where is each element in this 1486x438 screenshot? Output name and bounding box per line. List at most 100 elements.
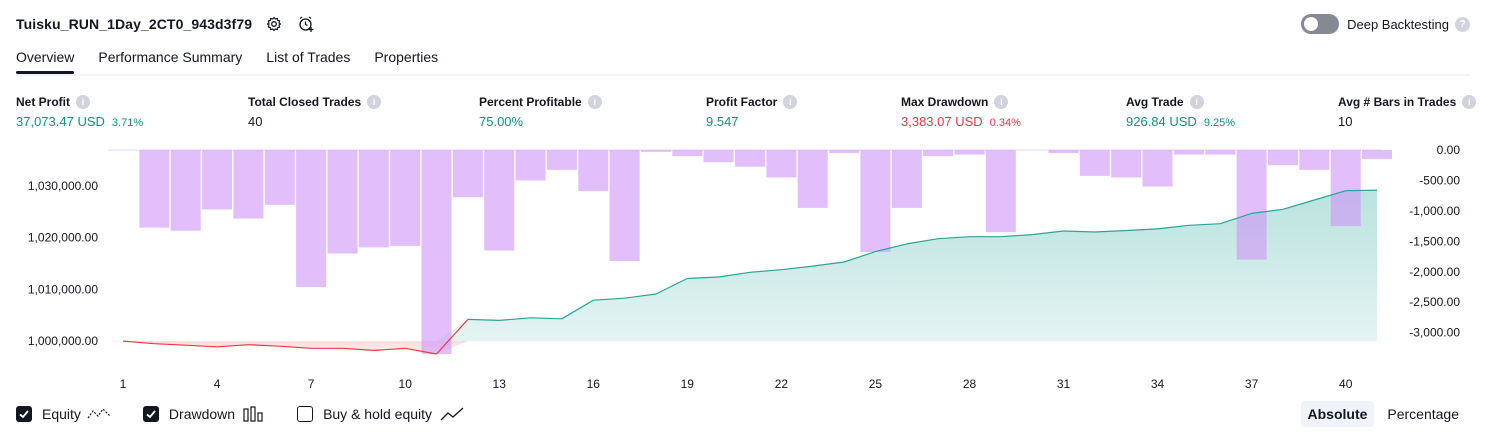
metric-value: 10 (1338, 114, 1353, 129)
equity-area-loss (123, 341, 1377, 354)
equity-line-segment (593, 297, 625, 301)
drawdown-bar (703, 150, 734, 163)
equity-line-segment (938, 236, 970, 240)
info-icon[interactable]: i (783, 95, 798, 109)
drawdown-bar (1362, 150, 1392, 160)
equity-line-segment (875, 243, 907, 253)
info-icon[interactable]: i (367, 95, 382, 109)
absolute-button[interactable]: Absolute (1300, 401, 1375, 427)
y-right-tick-label: -1,500.00 (1409, 234, 1460, 248)
equity-line-segment (373, 347, 406, 351)
equity-line-segment (1032, 230, 1064, 236)
y-right-tick-label: -1,000.00 (1409, 204, 1460, 218)
x-tick-label: 37 (1245, 377, 1259, 391)
drawdown-bar (829, 150, 860, 153)
strategy-title: Tuisku_RUN_1Day_2CT0_943d3f79 (16, 16, 253, 32)
settings-gear-icon[interactable] (264, 14, 284, 34)
drawdown-bar (860, 150, 891, 252)
drawdown-bar (1173, 150, 1204, 155)
x-tick-label: 34 (1151, 377, 1165, 391)
drawdown-bar (264, 150, 295, 205)
info-icon[interactable]: i (994, 95, 1009, 109)
equity-line-segment (906, 238, 939, 245)
equity-drawdown-chart[interactable]: 1,030,000.00 1,020,000.00 1,010,000.00 1,00… (0, 140, 1486, 400)
equity-line-segment (467, 318, 500, 321)
equity-line-segment (687, 276, 719, 280)
alarm-add-icon[interactable] (296, 14, 316, 34)
equity-line-segment (217, 344, 249, 348)
y-right-tick-label: -3,000.00 (1409, 326, 1460, 340)
metric-percent-profitable: Percent Profitable i 75.00% (479, 94, 602, 130)
metric-label: Net Profit (16, 95, 70, 109)
trend-line-icon (440, 407, 464, 421)
checkbox-unchecked[interactable] (297, 406, 314, 422)
info-icon[interactable]: i (1189, 95, 1204, 109)
x-tick-label: 4 (214, 377, 221, 391)
drawdown-bar (1048, 150, 1079, 153)
drawdown-bar (1236, 150, 1267, 260)
equity-line-segment (1157, 224, 1189, 230)
equity-line-segment (530, 317, 562, 320)
info-icon[interactable]: i (76, 95, 90, 109)
drawdown-checkbox-label: Drawdown (168, 406, 236, 422)
x-tick-label: 16 (587, 377, 601, 391)
drawdown-bar (233, 150, 264, 219)
tab-list-of-trades[interactable]: List of Trades (266, 49, 351, 65)
metric-avg-bars-in-trades: Avg # Bars in Trades i 10 (1338, 94, 1477, 130)
toggle-knob (1304, 17, 1319, 31)
y-right-tick-label: 0.00 (1437, 143, 1461, 157)
deep-backtesting-toggle[interactable] (1301, 14, 1340, 34)
tab-properties[interactable]: Properties (374, 49, 439, 65)
x-tick-label: 31 (1057, 377, 1071, 391)
metric-profit-factor: Profit Factor i 9.547 (706, 94, 798, 130)
bar-chart-icon (243, 406, 263, 422)
x-tick-label: 10 (399, 377, 413, 391)
drawdown-bar (296, 150, 327, 287)
drawdown-bar (766, 150, 797, 178)
equity-checkbox-label: Equity (42, 406, 81, 422)
drawdown-bar (735, 150, 765, 167)
drawdown-bar (202, 150, 233, 210)
metric-value: 3,383.07 USD (901, 114, 983, 129)
equity-line-segment (812, 261, 845, 267)
drawdown-bar (515, 150, 546, 181)
tab-overview[interactable]: Overview (16, 44, 75, 74)
chart-legend-controls: Equity Drawdown Buy & hold equity (16, 402, 496, 426)
drawdown-bar (358, 150, 389, 248)
drawdown-bar (609, 150, 640, 262)
metric-value: 37,073.47 USD (16, 114, 105, 129)
drawdown-bar (484, 150, 515, 251)
drawdown-bar (1330, 150, 1361, 227)
y-right-tick-label: -2,000.00 (1409, 265, 1460, 279)
help-icon[interactable]: ? (1455, 16, 1470, 32)
buy-hold-equity-checkbox[interactable]: Buy & hold equity (297, 406, 464, 422)
checkbox-checked[interactable] (142, 406, 159, 422)
checkbox-checked[interactable] (16, 406, 32, 422)
equity-checkbox[interactable]: Equity (16, 406, 111, 422)
equity-line-segment (248, 344, 280, 347)
drawdown-checkbox[interactable]: Drawdown (142, 406, 265, 422)
equity-line-segment (1094, 229, 1127, 233)
equity-line-segment (499, 317, 531, 321)
x-tick-label: 13 (493, 377, 507, 391)
equity-line-segment (1126, 228, 1158, 232)
metric-label: Total Closed Trades (248, 95, 362, 109)
x-tick-label: 22 (775, 377, 789, 391)
drawdown-bar (1079, 150, 1110, 176)
tab-performance-summary[interactable]: Performance Summary (98, 49, 243, 65)
report-tabs: Overview Performance Summary List of Tra… (16, 44, 1470, 76)
drawdown-bar (578, 150, 609, 192)
value-mode-switch: Absolute Percentage (1295, 401, 1467, 427)
equity-line-segment (843, 251, 876, 263)
info-icon[interactable]: i (1462, 95, 1477, 109)
equity-line-segment (342, 347, 374, 351)
drawdown-bar (672, 150, 703, 157)
drawdown-bar (1111, 150, 1142, 178)
metric-label: Avg # Bars in Trades (1338, 95, 1457, 109)
info-icon[interactable]: i (587, 95, 602, 109)
metric-percent: 3.71% (111, 117, 144, 129)
equity-line-segment (122, 340, 155, 345)
x-tick-label: 19 (681, 377, 695, 391)
percentage-button[interactable]: Percentage (1387, 406, 1459, 422)
metric-label: Percent Profitable (479, 95, 582, 109)
